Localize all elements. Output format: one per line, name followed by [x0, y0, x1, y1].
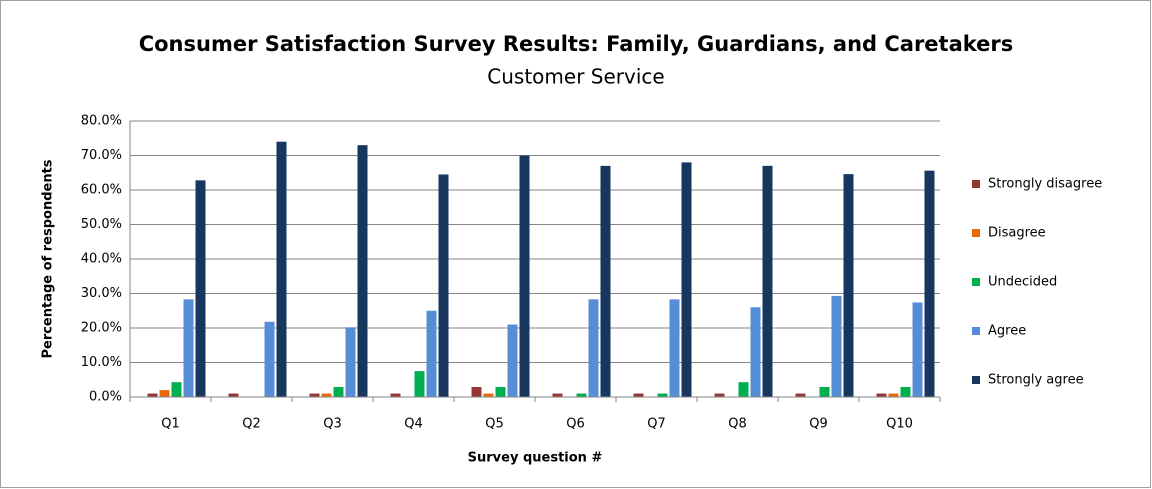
bar	[507, 324, 518, 397]
y-tick-label: 0.0%	[89, 390, 122, 405]
legend-swatch	[972, 327, 980, 335]
bar	[414, 371, 425, 397]
y-tick-label: 70.0%	[81, 148, 122, 163]
bar	[390, 393, 401, 397]
x-tick-label: Q6	[566, 417, 585, 432]
bar	[924, 170, 935, 397]
bar	[714, 393, 725, 397]
bar	[552, 393, 563, 397]
legend-label: Strongly agree	[988, 373, 1084, 388]
bar	[750, 307, 761, 397]
bar	[495, 386, 506, 397]
bar	[843, 174, 854, 397]
bar	[831, 295, 842, 397]
bar	[819, 386, 830, 397]
bar	[738, 382, 749, 397]
legend-label: Agree	[988, 324, 1026, 339]
y-tick-label: 60.0%	[81, 183, 122, 198]
bar	[159, 390, 170, 397]
bar	[195, 180, 206, 397]
bar	[345, 327, 356, 397]
bar	[426, 310, 437, 397]
x-tick-label: Q10	[886, 417, 913, 432]
legend-swatch	[972, 376, 980, 384]
bar	[795, 393, 806, 397]
y-tick-label: 80.0%	[81, 114, 122, 129]
x-tick-label: Q5	[485, 417, 504, 432]
y-tick-label: 10.0%	[81, 355, 122, 370]
bar	[276, 141, 287, 397]
bar	[483, 393, 494, 397]
bar	[519, 155, 530, 397]
bar	[321, 393, 332, 397]
bar	[876, 393, 887, 397]
x-tick-label: Q1	[161, 417, 180, 432]
x-tick-label: Q7	[647, 417, 666, 432]
legend-swatch	[972, 278, 980, 286]
x-tick-label: Q9	[809, 417, 828, 432]
bar	[171, 382, 182, 397]
x-tick-label: Q8	[728, 417, 747, 432]
legend-label: Strongly disagree	[988, 177, 1102, 192]
bar	[309, 393, 320, 397]
y-tick-label: 50.0%	[81, 217, 122, 232]
x-axis-title: Survey question #	[468, 451, 603, 466]
legend-swatch	[972, 229, 980, 237]
x-tick-label: Q3	[323, 417, 342, 432]
y-axis-title: Percentage of respondents	[41, 159, 56, 358]
chart-subtitle: Customer Service	[487, 65, 664, 89]
legend-label: Undecided	[988, 275, 1057, 290]
chart-title: Consumer Satisfaction Survey Results: Fa…	[139, 32, 1014, 56]
bar	[633, 393, 644, 397]
y-tick-label: 20.0%	[81, 321, 122, 336]
bar	[183, 299, 194, 397]
bar	[888, 393, 899, 397]
bar	[438, 174, 449, 397]
bar	[600, 165, 611, 397]
bar	[657, 393, 668, 397]
bar	[669, 299, 680, 397]
bar	[147, 393, 158, 397]
legend-swatch	[972, 180, 980, 188]
x-tick-label: Q4	[404, 417, 423, 432]
x-tick-label: Q2	[242, 417, 261, 432]
bar	[357, 145, 368, 397]
bar	[912, 302, 923, 397]
bar	[333, 386, 344, 397]
y-tick-label: 40.0%	[81, 252, 122, 267]
bar	[264, 321, 275, 397]
bar	[762, 165, 773, 397]
bar	[588, 299, 599, 397]
bar	[228, 393, 239, 397]
bar	[900, 386, 911, 397]
bar	[681, 162, 692, 397]
bar	[471, 386, 482, 397]
y-tick-label: 30.0%	[81, 286, 122, 301]
bar	[576, 393, 587, 397]
legend-label: Disagree	[988, 226, 1046, 241]
